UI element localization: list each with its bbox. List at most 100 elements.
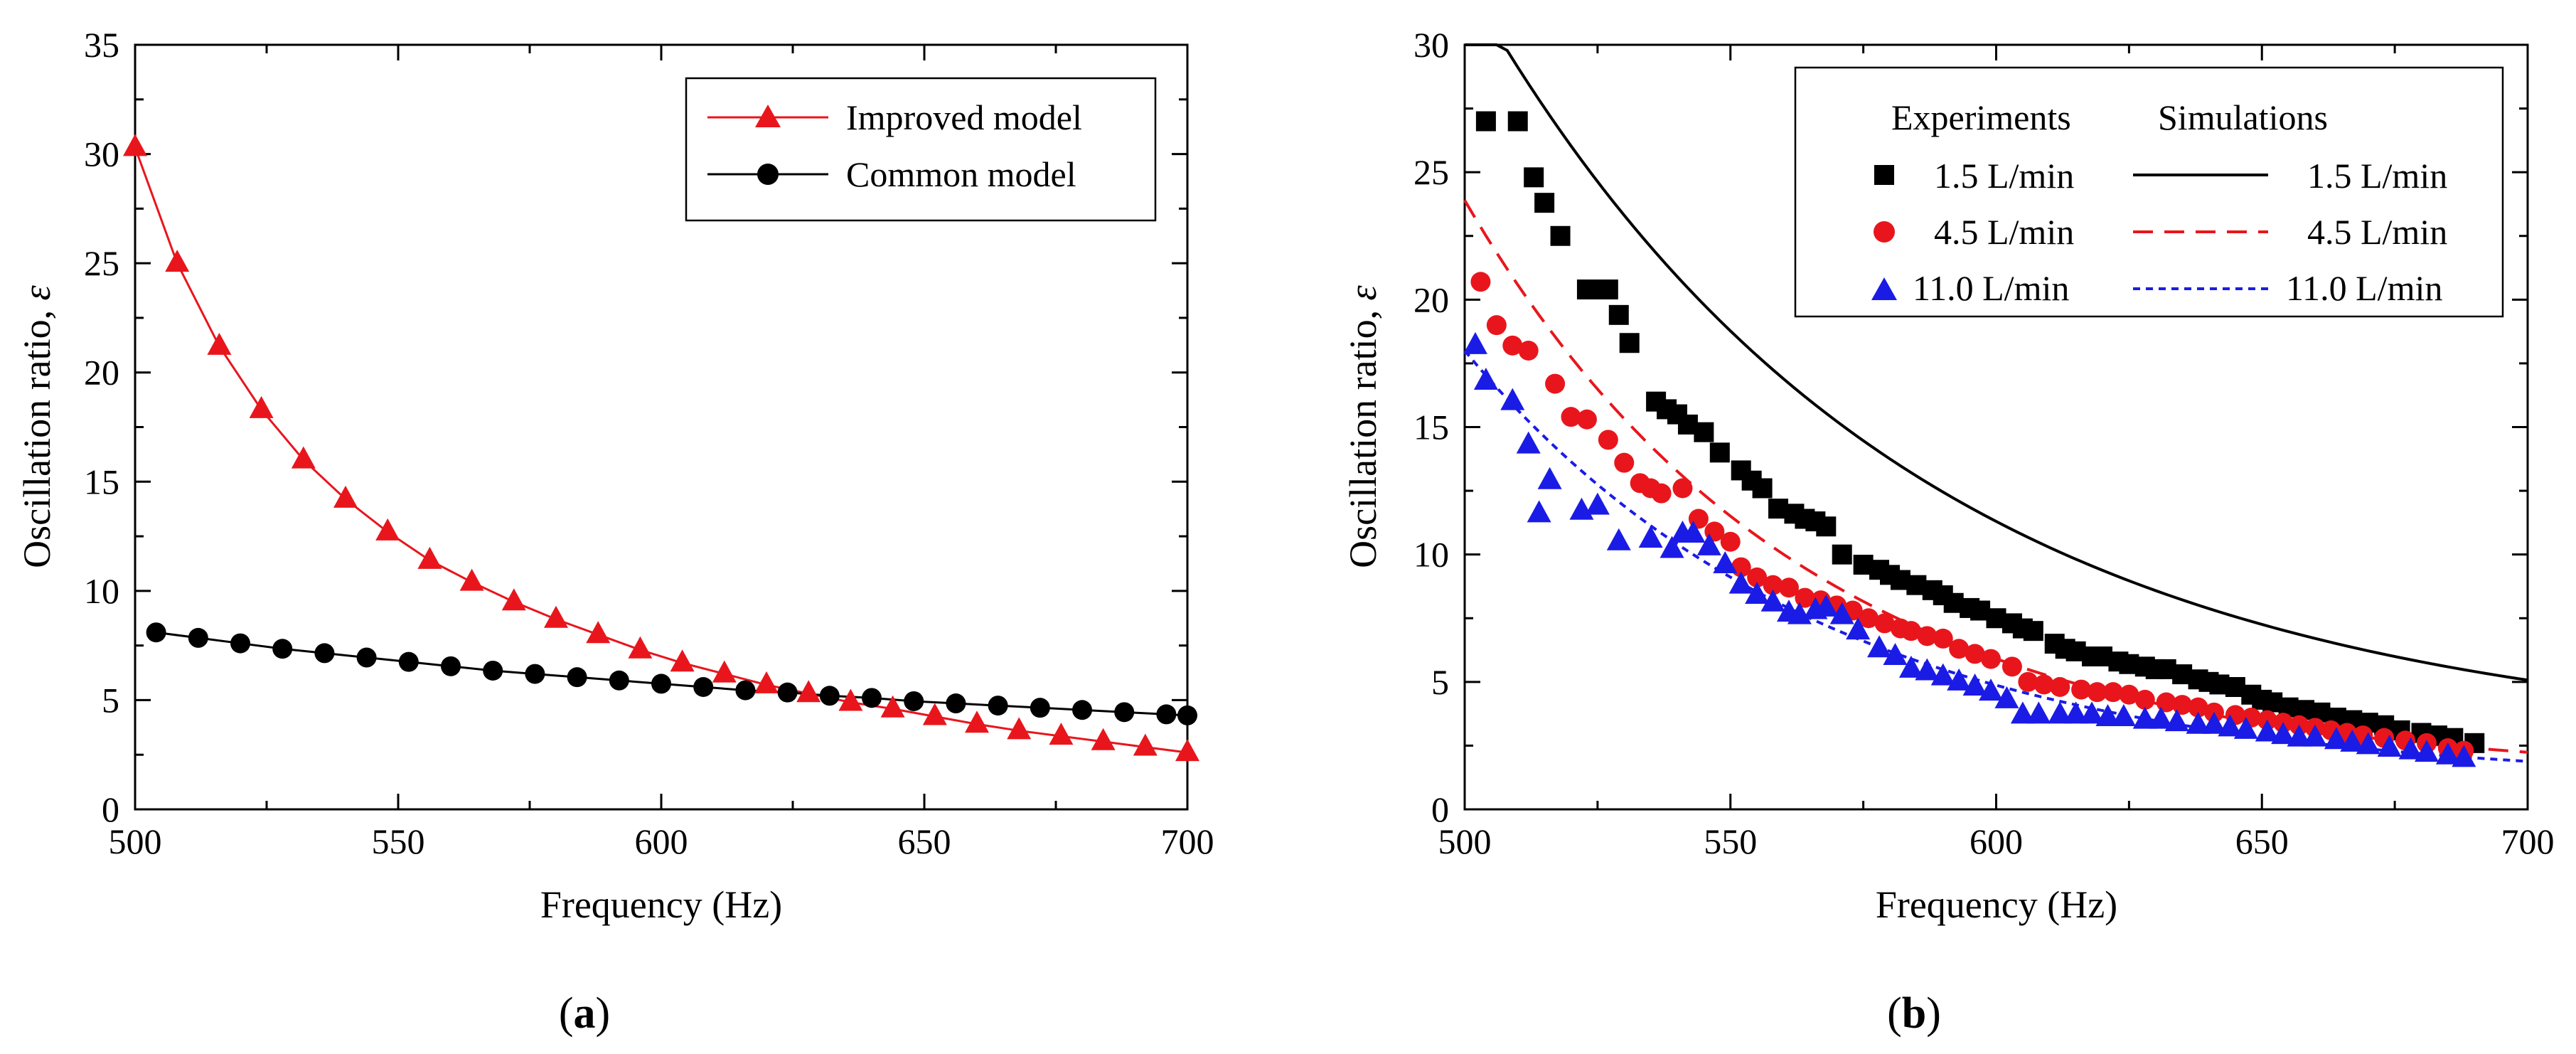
data-point-0 — [459, 568, 484, 591]
experiment-point-2 — [2271, 722, 2296, 745]
data-point-0 — [123, 134, 147, 156]
x-tick-label: 700 — [1161, 821, 1214, 861]
experiment-point-0 — [1608, 304, 1629, 325]
y-tick-label: 15 — [84, 462, 119, 501]
legend-sim-label-1: 1.5 L/min — [2307, 156, 2447, 196]
data-point-0 — [628, 636, 653, 659]
experiment-point-0 — [1816, 516, 1837, 537]
experiment-point-2 — [1760, 589, 1785, 612]
experiment-point-0 — [1598, 280, 1618, 299]
experiment-point-2 — [1696, 533, 1721, 555]
experiment-point-2 — [1846, 617, 1871, 640]
legend-exp-circle-icon — [1874, 221, 1895, 243]
experiment-point-2 — [1915, 658, 1940, 681]
experiment-point-1 — [1502, 335, 1523, 356]
data-point-1 — [1030, 698, 1050, 718]
panel-b-tick-labels: 500 550 600 650 700 0 5 10 15 20 25 30 — [1413, 25, 2555, 861]
y-tick-label: 10 — [1413, 535, 1449, 575]
experiment-point-1 — [2188, 697, 2208, 718]
panel-b-experiment-markers — [1463, 111, 2485, 767]
data-point-1 — [609, 670, 629, 691]
data-point-1 — [693, 677, 714, 697]
experiment-point-1 — [2002, 656, 2022, 677]
panel-a-y-axis-title: Oscillation ratio, ε — [16, 284, 58, 568]
legend-common-circle-icon — [757, 164, 779, 185]
data-point-1 — [272, 639, 293, 659]
data-point-0 — [501, 588, 526, 611]
experiment-point-2 — [2186, 711, 2211, 734]
x-tick-label: 500 — [109, 821, 162, 861]
experiment-point-1 — [1874, 613, 1895, 634]
x-tick-label: 650 — [898, 821, 951, 861]
experiment-point-2 — [1962, 674, 1987, 696]
experiment-point-1 — [2087, 682, 2107, 703]
experiment-point-2 — [2324, 727, 2348, 750]
y-tick-label: 30 — [84, 134, 119, 174]
panel-b-x-axis-title: Frequency (Hz) — [1876, 883, 2117, 926]
data-point-0 — [586, 621, 611, 644]
experiment-point-2 — [2233, 716, 2258, 739]
data-point-1 — [483, 660, 503, 681]
experiment-point-0 — [1507, 111, 1528, 132]
experiment-point-1 — [1545, 373, 1566, 394]
y-tick-label: 35 — [84, 25, 119, 65]
experiment-point-1 — [1720, 531, 1741, 552]
experiment-point-2 — [2287, 724, 2312, 747]
experiment-point-1 — [1651, 483, 1672, 504]
legend-exp-label-3: 11.0 L/min — [1913, 268, 2069, 308]
experiment-point-2 — [2398, 737, 2423, 760]
experiment-point-2 — [1638, 526, 1663, 548]
experiment-point-0 — [1475, 111, 1496, 132]
data-point-0 — [1175, 739, 1199, 762]
experiment-point-2 — [1745, 582, 1770, 604]
simulation-line-0 — [1465, 43, 2528, 682]
experiment-point-2 — [2080, 701, 2105, 724]
y-tick-label: 20 — [84, 353, 119, 393]
experiment-point-1 — [1614, 452, 1635, 473]
experiment-point-0 — [1752, 478, 1773, 499]
experiment-point-2 — [1898, 655, 1923, 678]
panel-a-markers — [123, 134, 1199, 762]
experiment-point-2 — [2132, 706, 2157, 729]
legend-experiments-heading: Experiments — [1891, 97, 2071, 137]
experiment-point-1 — [2134, 689, 2155, 710]
experiment-point-2 — [2340, 729, 2365, 752]
experiment-point-2 — [1500, 388, 1525, 410]
experiment-point-1 — [2119, 684, 2139, 705]
experiment-point-1 — [1763, 575, 1783, 595]
experiment-point-2 — [1994, 686, 2019, 708]
data-point-1 — [1114, 702, 1135, 723]
experiment-point-1 — [2033, 674, 2054, 695]
experiment-point-1 — [1981, 649, 2002, 669]
experiment-point-2 — [1585, 492, 1610, 515]
experiment-point-1 — [2071, 679, 2092, 700]
data-point-1 — [819, 686, 840, 706]
y-tick-label: 0 — [1431, 789, 1449, 829]
data-point-0 — [712, 660, 737, 683]
data-point-1 — [314, 643, 335, 664]
x-tick-label: 700 — [2501, 821, 2555, 861]
experiment-point-2 — [1660, 536, 1684, 558]
data-point-0 — [796, 680, 821, 703]
experiment-point-2 — [1829, 602, 1854, 624]
data-point-1 — [862, 688, 882, 708]
experiment-point-1 — [1965, 644, 1985, 664]
experiment-point-1 — [1901, 621, 1921, 642]
experiment-point-1 — [1933, 628, 1953, 649]
data-point-0 — [417, 546, 442, 569]
experiment-point-0 — [2023, 621, 2043, 642]
legend-sim-label-2: 4.5 L/min — [2307, 212, 2447, 252]
data-point-0 — [754, 671, 779, 693]
data-point-1 — [188, 627, 208, 648]
data-point-1 — [777, 682, 798, 703]
data-point-0 — [333, 485, 358, 508]
experiment-point-2 — [1979, 678, 2004, 701]
experiment-point-1 — [1949, 639, 1970, 659]
data-point-0 — [1007, 717, 1032, 740]
data-point-1 — [356, 647, 377, 668]
experiment-point-2 — [1681, 521, 1706, 543]
data-point-1 — [567, 667, 587, 688]
legend-exp-square-icon — [1874, 165, 1894, 185]
